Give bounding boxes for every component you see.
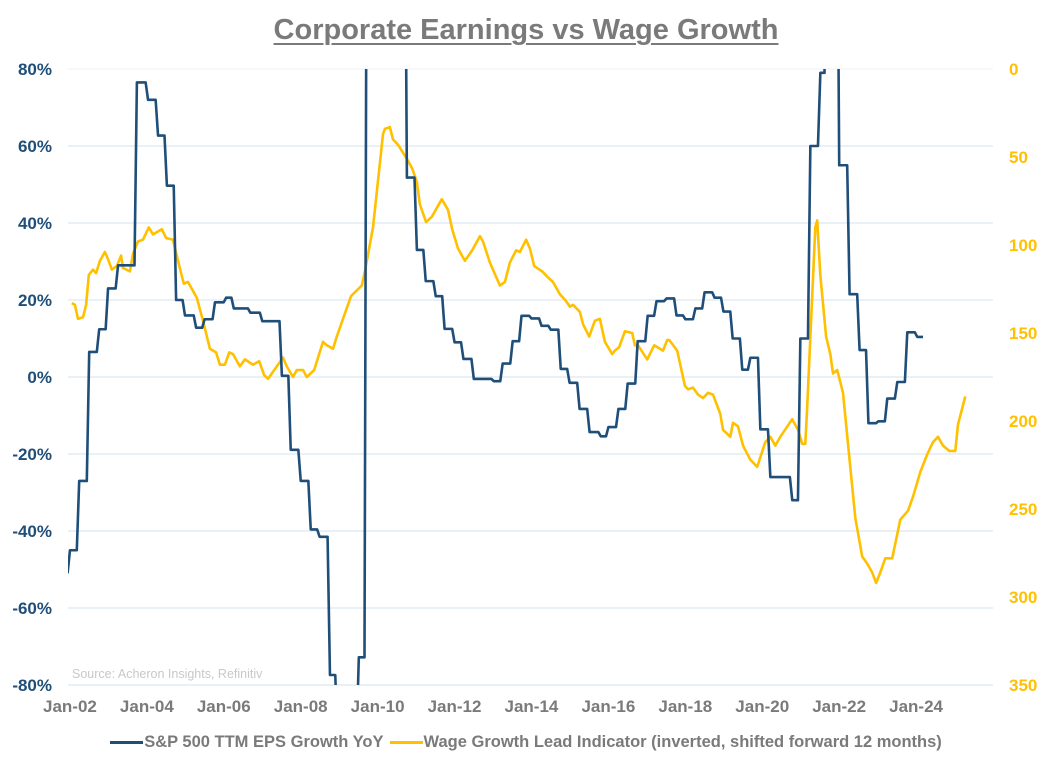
x-tick-label: Jan-22 xyxy=(812,697,866,716)
right-tick-label: 200 xyxy=(1009,412,1037,431)
x-tick-label: Jan-02 xyxy=(43,697,97,716)
legend: S&P 500 TTM EPS Growth YoY Wage Growth L… xyxy=(0,733,1052,752)
source-note: Source: Acheron Insights, Refinitiv xyxy=(72,667,263,681)
x-tick-label: Jan-10 xyxy=(351,697,405,716)
right-tick-label: 300 xyxy=(1009,588,1037,607)
left-axis: 80% 60% 40% 20% 0% -20% -40% -60% -80% xyxy=(12,60,52,695)
chart-title: Corporate Earnings vs Wage Growth xyxy=(273,14,779,46)
legend-swatch-eps xyxy=(110,741,144,744)
x-tick-label: Jan-12 xyxy=(428,697,482,716)
x-tick-label: Jan-16 xyxy=(581,697,635,716)
right-tick-label: 100 xyxy=(1009,236,1037,255)
legend-item-eps: S&P 500 TTM EPS Growth YoY xyxy=(110,733,384,752)
legend-swatch-wage xyxy=(389,741,423,744)
right-tick-label: 50 xyxy=(1009,148,1028,167)
x-axis: Jan-02 Jan-04 Jan-06 Jan-08 Jan-10 Jan-12 Jan-… xyxy=(43,697,944,716)
legend-label-wage: Wage Growth Lead Indicator (inverted, sh… xyxy=(423,733,942,751)
left-tick-label: 40% xyxy=(18,214,52,233)
right-tick-label: 0 xyxy=(1009,60,1018,79)
x-tick-label: Jan-24 xyxy=(889,697,943,716)
left-tick-label: 0% xyxy=(27,368,52,387)
right-tick-label: 150 xyxy=(1009,324,1037,343)
left-tick-label: 60% xyxy=(18,137,52,156)
right-tick-label: 350 xyxy=(1009,676,1037,695)
eps-growth-line xyxy=(68,69,923,685)
right-tick-label: 250 xyxy=(1009,500,1037,519)
wage-growth-line xyxy=(71,125,967,585)
gridlines xyxy=(68,68,993,686)
left-tick-label: -20% xyxy=(12,445,52,464)
x-tick-label: Jan-20 xyxy=(735,697,789,716)
x-tick-label: Jan-06 xyxy=(197,697,251,716)
left-tick-label: 20% xyxy=(18,291,52,310)
left-tick-label: 80% xyxy=(18,60,52,79)
series-group xyxy=(68,69,967,685)
x-tick-label: Jan-04 xyxy=(120,697,174,716)
legend-item-wage: Wage Growth Lead Indicator (inverted, sh… xyxy=(389,733,942,752)
right-axis: 0 50 100 150 200 250 300 350 xyxy=(1009,60,1037,695)
left-tick-label: -60% xyxy=(12,599,52,618)
x-tick-label: Jan-08 xyxy=(274,697,328,716)
left-tick-label: -80% xyxy=(12,676,52,695)
left-tick-label: -40% xyxy=(12,522,52,541)
x-tick-label: Jan-14 xyxy=(505,697,559,716)
x-tick-label: Jan-18 xyxy=(658,697,712,716)
legend-label-eps: S&P 500 TTM EPS Growth YoY xyxy=(144,733,384,751)
